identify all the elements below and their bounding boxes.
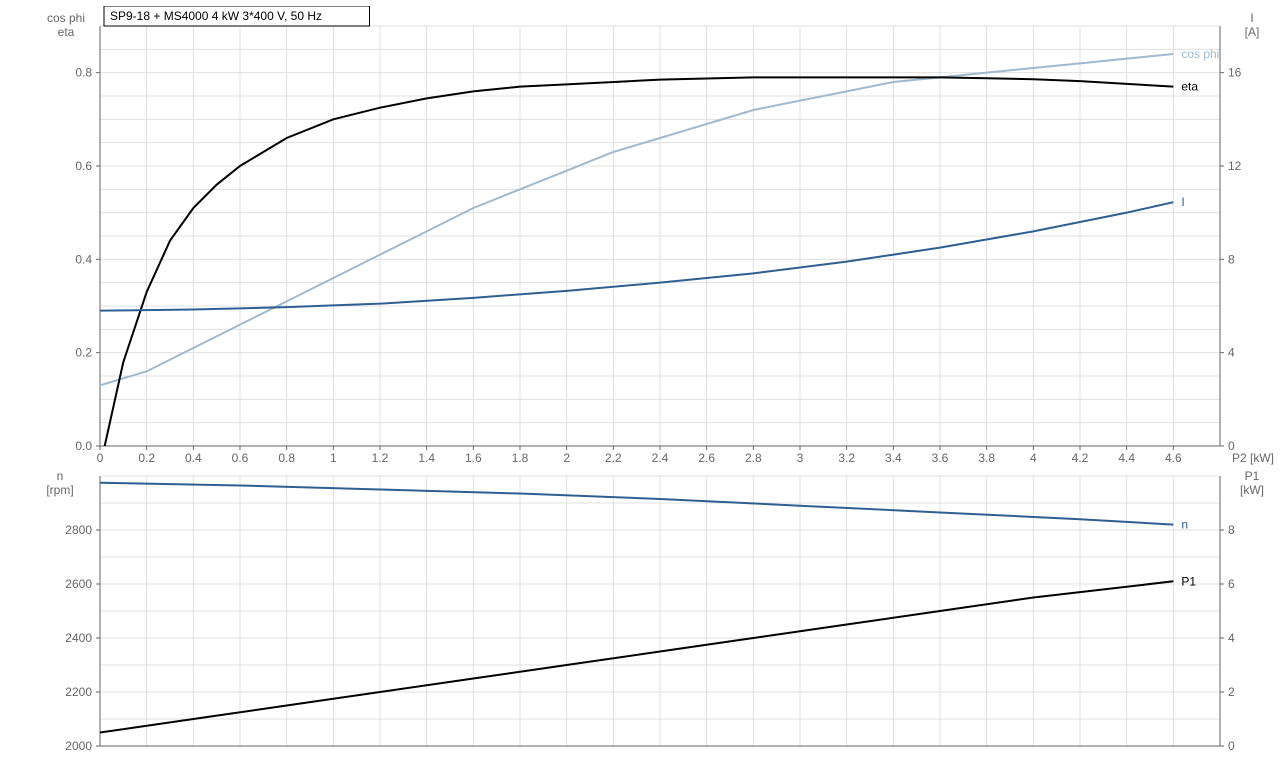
svg-text:2400: 2400 — [65, 631, 92, 645]
svg-text:2: 2 — [1228, 685, 1235, 699]
svg-text:3.6: 3.6 — [932, 451, 949, 465]
svg-text:2.8: 2.8 — [745, 451, 762, 465]
svg-text:2.6: 2.6 — [698, 451, 715, 465]
svg-text:4: 4 — [1228, 631, 1235, 645]
svg-text:P1: P1 — [1245, 469, 1260, 483]
svg-text:2800: 2800 — [65, 523, 92, 537]
svg-text:3.2: 3.2 — [838, 451, 855, 465]
svg-text:[A]: [A] — [1245, 25, 1260, 39]
series-n — [100, 483, 1173, 525]
svg-text:0: 0 — [97, 451, 104, 465]
chart-container: 0 0.2 0.4 0.6 0.8 1 1.2 1.4 1.6 1.8 2 2.2 2.4 2.6 2.8 3… — [0, 0, 1280, 756]
svg-text:2: 2 — [563, 451, 570, 465]
svg-text:[rpm]: [rpm] — [46, 483, 73, 497]
svg-text:cos phi: cos phi — [47, 11, 85, 25]
svg-text:P1: P1 — [1181, 574, 1196, 588]
chart-title: SP9-18 + MS4000 4 kW 3*400 V, 50 Hz — [110, 9, 322, 23]
svg-text:1.6: 1.6 — [465, 451, 482, 465]
svg-text:4.4: 4.4 — [1118, 451, 1135, 465]
svg-text:1.4: 1.4 — [418, 451, 435, 465]
svg-text:0.6: 0.6 — [232, 451, 249, 465]
svg-text:[kW]: [kW] — [1240, 483, 1264, 497]
svg-text:8: 8 — [1228, 252, 1235, 266]
svg-text:2600: 2600 — [65, 577, 92, 591]
series-I — [100, 202, 1173, 310]
svg-text:eta: eta — [1181, 80, 1198, 94]
svg-text:0.0: 0.0 — [75, 439, 92, 453]
svg-text:0.4: 0.4 — [75, 252, 92, 266]
svg-text:2000: 2000 — [65, 739, 92, 753]
svg-text:0: 0 — [1228, 739, 1235, 753]
svg-text:4.6: 4.6 — [1165, 451, 1182, 465]
series-eta — [105, 77, 1174, 446]
svg-text:12: 12 — [1228, 159, 1242, 173]
svg-text:3.4: 3.4 — [885, 451, 902, 465]
svg-text:4: 4 — [1030, 451, 1037, 465]
svg-text:1.2: 1.2 — [372, 451, 389, 465]
svg-text:4.2: 4.2 — [1072, 451, 1089, 465]
svg-text:3: 3 — [797, 451, 804, 465]
svg-text:n: n — [1181, 518, 1188, 532]
svg-text:0.4: 0.4 — [185, 451, 202, 465]
svg-text:4: 4 — [1228, 346, 1235, 360]
svg-text:eta: eta — [58, 25, 75, 39]
svg-text:3.8: 3.8 — [978, 451, 995, 465]
svg-text:n: n — [57, 469, 64, 483]
svg-text:0.2: 0.2 — [75, 346, 92, 360]
svg-text:6: 6 — [1228, 577, 1235, 591]
series-P1 — [100, 581, 1173, 732]
chart-svg: 0 0.2 0.4 0.6 0.8 1 1.2 1.4 1.6 1.8 2 2.2 2.4 2.6 2.8 3… — [20, 6, 1280, 762]
svg-text:2.2: 2.2 — [605, 451, 622, 465]
svg-text:cos phi: cos phi — [1181, 47, 1219, 61]
svg-text:16: 16 — [1228, 66, 1242, 80]
svg-text:0.8: 0.8 — [75, 66, 92, 80]
svg-text:1: 1 — [330, 451, 337, 465]
svg-text:0: 0 — [1228, 439, 1235, 453]
svg-text:1.8: 1.8 — [512, 451, 529, 465]
svg-text:I: I — [1181, 195, 1184, 209]
svg-text:P2 [kW]: P2 [kW] — [1232, 451, 1274, 465]
series-cosphi — [100, 54, 1173, 385]
svg-text:0.2: 0.2 — [138, 451, 155, 465]
svg-text:I: I — [1250, 11, 1253, 25]
svg-text:8: 8 — [1228, 523, 1235, 537]
svg-text:2200: 2200 — [65, 685, 92, 699]
svg-text:0.8: 0.8 — [278, 451, 295, 465]
svg-text:2.4: 2.4 — [652, 451, 669, 465]
svg-text:0.6: 0.6 — [75, 159, 92, 173]
